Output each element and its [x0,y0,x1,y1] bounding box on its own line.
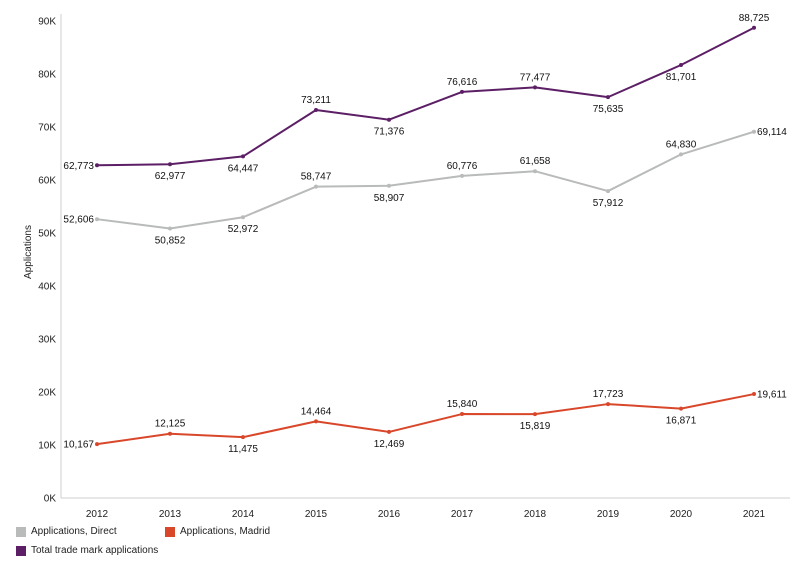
y-tick-label: 60K [38,176,56,187]
x-tick-label: 2012 [86,509,109,520]
data-label-madrid: 12,469 [374,439,405,450]
data-label-direct: 69,114 [757,127,787,138]
data-label-direct: 58,907 [374,193,405,204]
y-axis-ticks: 0K 10K 20K 30K 40K 50K 60K 70K 80K 90K [38,17,56,505]
data-point-direct [95,217,99,222]
data-point-madrid [533,412,537,417]
series-layer [95,25,756,447]
data-label-total: 81,701 [666,72,697,83]
data-point-direct [387,183,391,188]
data-label-total: 62,773 [63,161,94,172]
data-point-direct [752,129,756,134]
y-axis-label: Applications [23,225,34,279]
x-tick-label: 2016 [378,509,401,520]
data-label-madrid: 15,840 [447,399,478,410]
x-tick-label: 2019 [597,509,620,520]
legend-swatch-direct [16,526,26,537]
y-tick-label: 80K [38,70,56,81]
y-tick-label: 30K [38,335,56,346]
data-label-madrid: 11,475 [228,444,258,455]
data-label-madrid: 16,871 [666,416,697,427]
data-label-total: 88,725 [739,13,770,24]
x-tick-label: 2014 [232,509,255,520]
series-line-total [96,26,755,167]
series-line-madrid [96,393,755,446]
legend-item-direct[interactable]: Applications, Direct [16,526,117,537]
y-tick-label: 20K [38,388,56,399]
data-label-direct: 52,972 [228,224,259,235]
x-tick-label: 2017 [451,509,474,520]
data-label-total: 62,977 [155,171,186,182]
data-point-total [168,162,172,167]
y-tick-label: 10K [38,441,56,452]
data-point-direct [679,152,683,157]
data-label-total: 71,376 [374,127,405,138]
legend-label-total: Total trade mark applications [31,545,159,556]
x-tick-label: 2018 [524,509,547,520]
data-point-direct [606,189,610,194]
data-label-madrid: 10,167 [63,440,94,451]
data-label-direct: 61,658 [520,156,551,167]
x-tick-label: 2013 [159,509,182,520]
data-point-total [679,62,683,67]
x-tick-label: 2020 [670,509,693,520]
data-label-total: 77,477 [520,72,551,83]
series-line-direct [96,130,755,230]
legend-swatch-total [16,545,26,556]
data-label-madrid: 19,611 [757,390,787,401]
data-point-total [533,85,537,90]
data-point-direct [241,215,245,220]
data-label-direct: 57,912 [593,198,624,209]
legend-swatch-madrid [165,526,175,537]
data-point-total [752,25,756,30]
data-point-direct [533,169,537,174]
data-point-madrid [168,431,172,436]
legend-item-total[interactable]: Total trade mark applications [16,545,158,556]
data-point-total [95,163,99,168]
x-axis-ticks: 2012 2013 2014 2015 2016 2017 2018 2019 2020 2021 [86,509,766,520]
data-point-total [606,95,610,100]
data-label-madrid: 15,819 [520,421,551,432]
data-point-direct [460,173,464,178]
data-label-direct: 50,852 [155,235,186,246]
legend-label-direct: Applications, Direct [31,526,117,537]
data-label-total: 64,447 [228,163,259,174]
data-point-madrid [460,412,464,417]
y-tick-label: 50K [38,229,56,240]
data-point-direct [314,184,318,189]
data-point-total [387,117,391,122]
data-point-madrid [387,429,391,434]
data-label-direct: 58,747 [301,172,332,183]
data-label-direct: 52,606 [63,215,94,226]
data-label-madrid: 17,723 [593,389,624,400]
x-tick-label: 2015 [305,509,328,520]
data-point-madrid [314,419,318,424]
data-point-madrid [95,442,99,447]
data-point-total [241,154,245,159]
data-label-total: 75,635 [593,104,624,115]
data-point-total [460,89,464,94]
legend-item-madrid[interactable]: Applications, Madrid [165,526,270,537]
data-point-direct [168,226,172,231]
y-tick-label: 90K [38,17,56,28]
data-point-madrid [241,435,245,440]
data-point-madrid [679,406,683,411]
data-label-direct: 64,830 [666,139,697,150]
data-label-total: 76,616 [447,77,478,88]
data-label-direct: 60,776 [447,161,478,172]
data-labels: 52,606 50,852 52,972 58,747 58,907 60,776 61,6… [63,13,787,455]
y-tick-label: 40K [38,282,56,293]
data-label-madrid: 12,125 [155,419,186,430]
data-point-total [314,107,318,112]
y-tick-label: 70K [38,123,56,134]
data-label-total: 73,211 [301,95,331,106]
data-point-madrid [606,402,610,407]
legend-label-madrid: Applications, Madrid [180,526,271,537]
x-tick-label: 2021 [743,509,766,520]
y-tick-label: 0K [44,494,57,505]
data-label-madrid: 14,464 [301,406,332,417]
data-point-madrid [752,392,756,397]
